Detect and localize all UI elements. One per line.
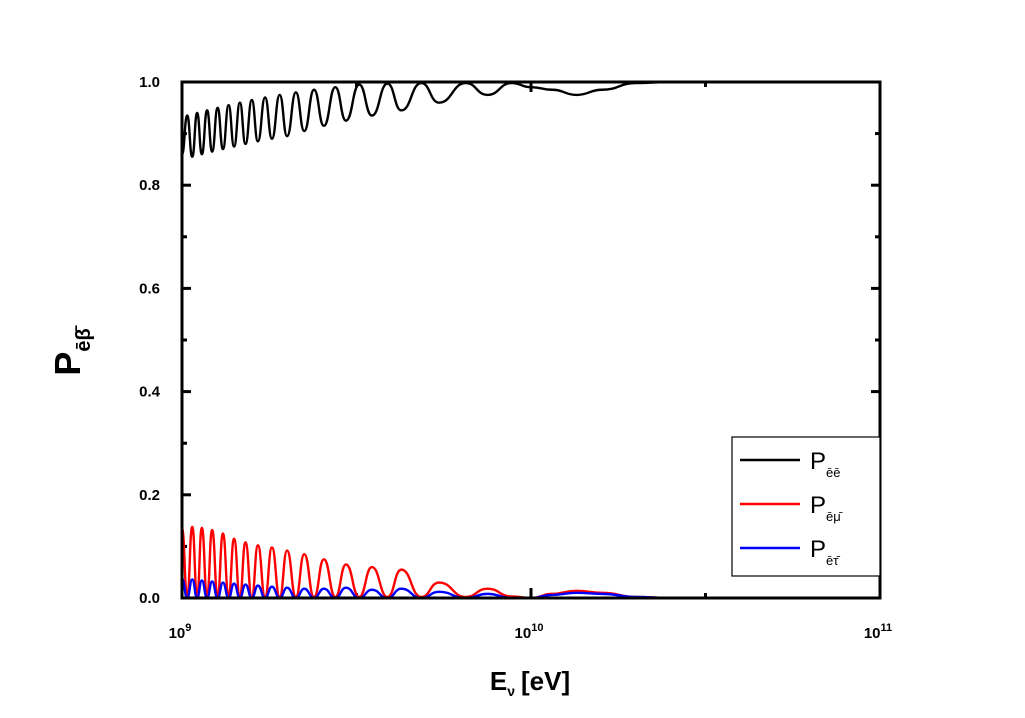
plot-frame [180,80,882,600]
y-tick-label: 0.6 [139,280,160,297]
legend-label-sub: ēμ̄ [826,509,843,524]
x-axis-title: Eν [eV] [490,666,570,699]
x-tick-exp: 10 [531,622,543,634]
svg-text:Pēβ̄: Pēβ̄ [47,325,95,375]
y-tick-label: 0.4 [139,384,161,401]
x-axis-title-unit: [eV] [521,666,570,696]
legend-label-2: Pēμ̄ [810,492,843,524]
y-tick-label: 0.2 [139,487,160,504]
legend-label-3: Pēτ̄ [810,536,840,568]
x-axis-title-main: E [490,666,507,696]
y-tick-label: 0.8 [139,177,160,194]
x-tick-base: 10 [169,625,186,642]
x-axis-title-sub: ν [507,683,515,699]
y-tick-label: 0.0 [139,590,160,607]
y-axis-title-sub: ēβ̄ [73,325,95,351]
legend-label-1: Pēē [810,448,840,480]
legend-label-sub: ēτ̄ [826,553,840,568]
x-tick-base: 10 [864,625,881,642]
legend-label-main: P [810,536,826,563]
legend-label-sub: ēē [826,465,840,480]
x-tick-label: 1011 [864,622,892,642]
series-line-1 [180,80,880,159]
svg-text:Eν[eV]: Eν [eV] [490,666,570,699]
y-axis-title: Pēβ̄ [47,325,95,375]
x-tick-base: 10 [515,625,532,642]
legend-label-main: P [810,492,826,519]
x-tick-exp: 11 [881,622,893,634]
y-axis-title-main: P [47,352,88,376]
x-tick-exp: 9 [185,622,191,634]
y-tick-label: 1.0 [139,74,160,91]
x-tick-label: 109 [169,622,192,642]
legend-box [731,436,881,577]
legend-label-main: P [810,448,826,475]
x-tick-label: 1010 [515,622,544,642]
